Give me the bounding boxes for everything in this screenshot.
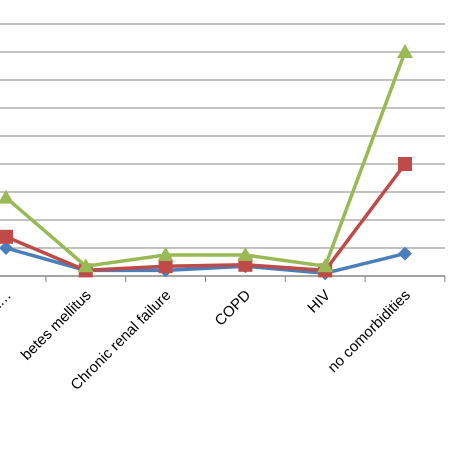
x-tick-label: betes mellitus xyxy=(18,287,95,364)
x-tick-label: t… xyxy=(0,287,15,313)
marker xyxy=(397,44,413,58)
marker xyxy=(157,247,174,261)
marker xyxy=(398,246,412,261)
marker xyxy=(0,189,14,204)
marker xyxy=(0,241,13,255)
marker xyxy=(158,259,173,274)
marker xyxy=(77,258,94,273)
marker xyxy=(0,229,13,244)
marker xyxy=(238,257,253,272)
marker xyxy=(317,258,334,273)
marker xyxy=(398,157,412,171)
line xyxy=(5,162,407,273)
x-tick-label: HIV xyxy=(304,287,334,317)
x-tick-label: no comorbidities xyxy=(325,287,414,376)
x-tick-label: COPD xyxy=(212,287,255,330)
line xyxy=(4,51,407,268)
marker xyxy=(237,247,254,261)
